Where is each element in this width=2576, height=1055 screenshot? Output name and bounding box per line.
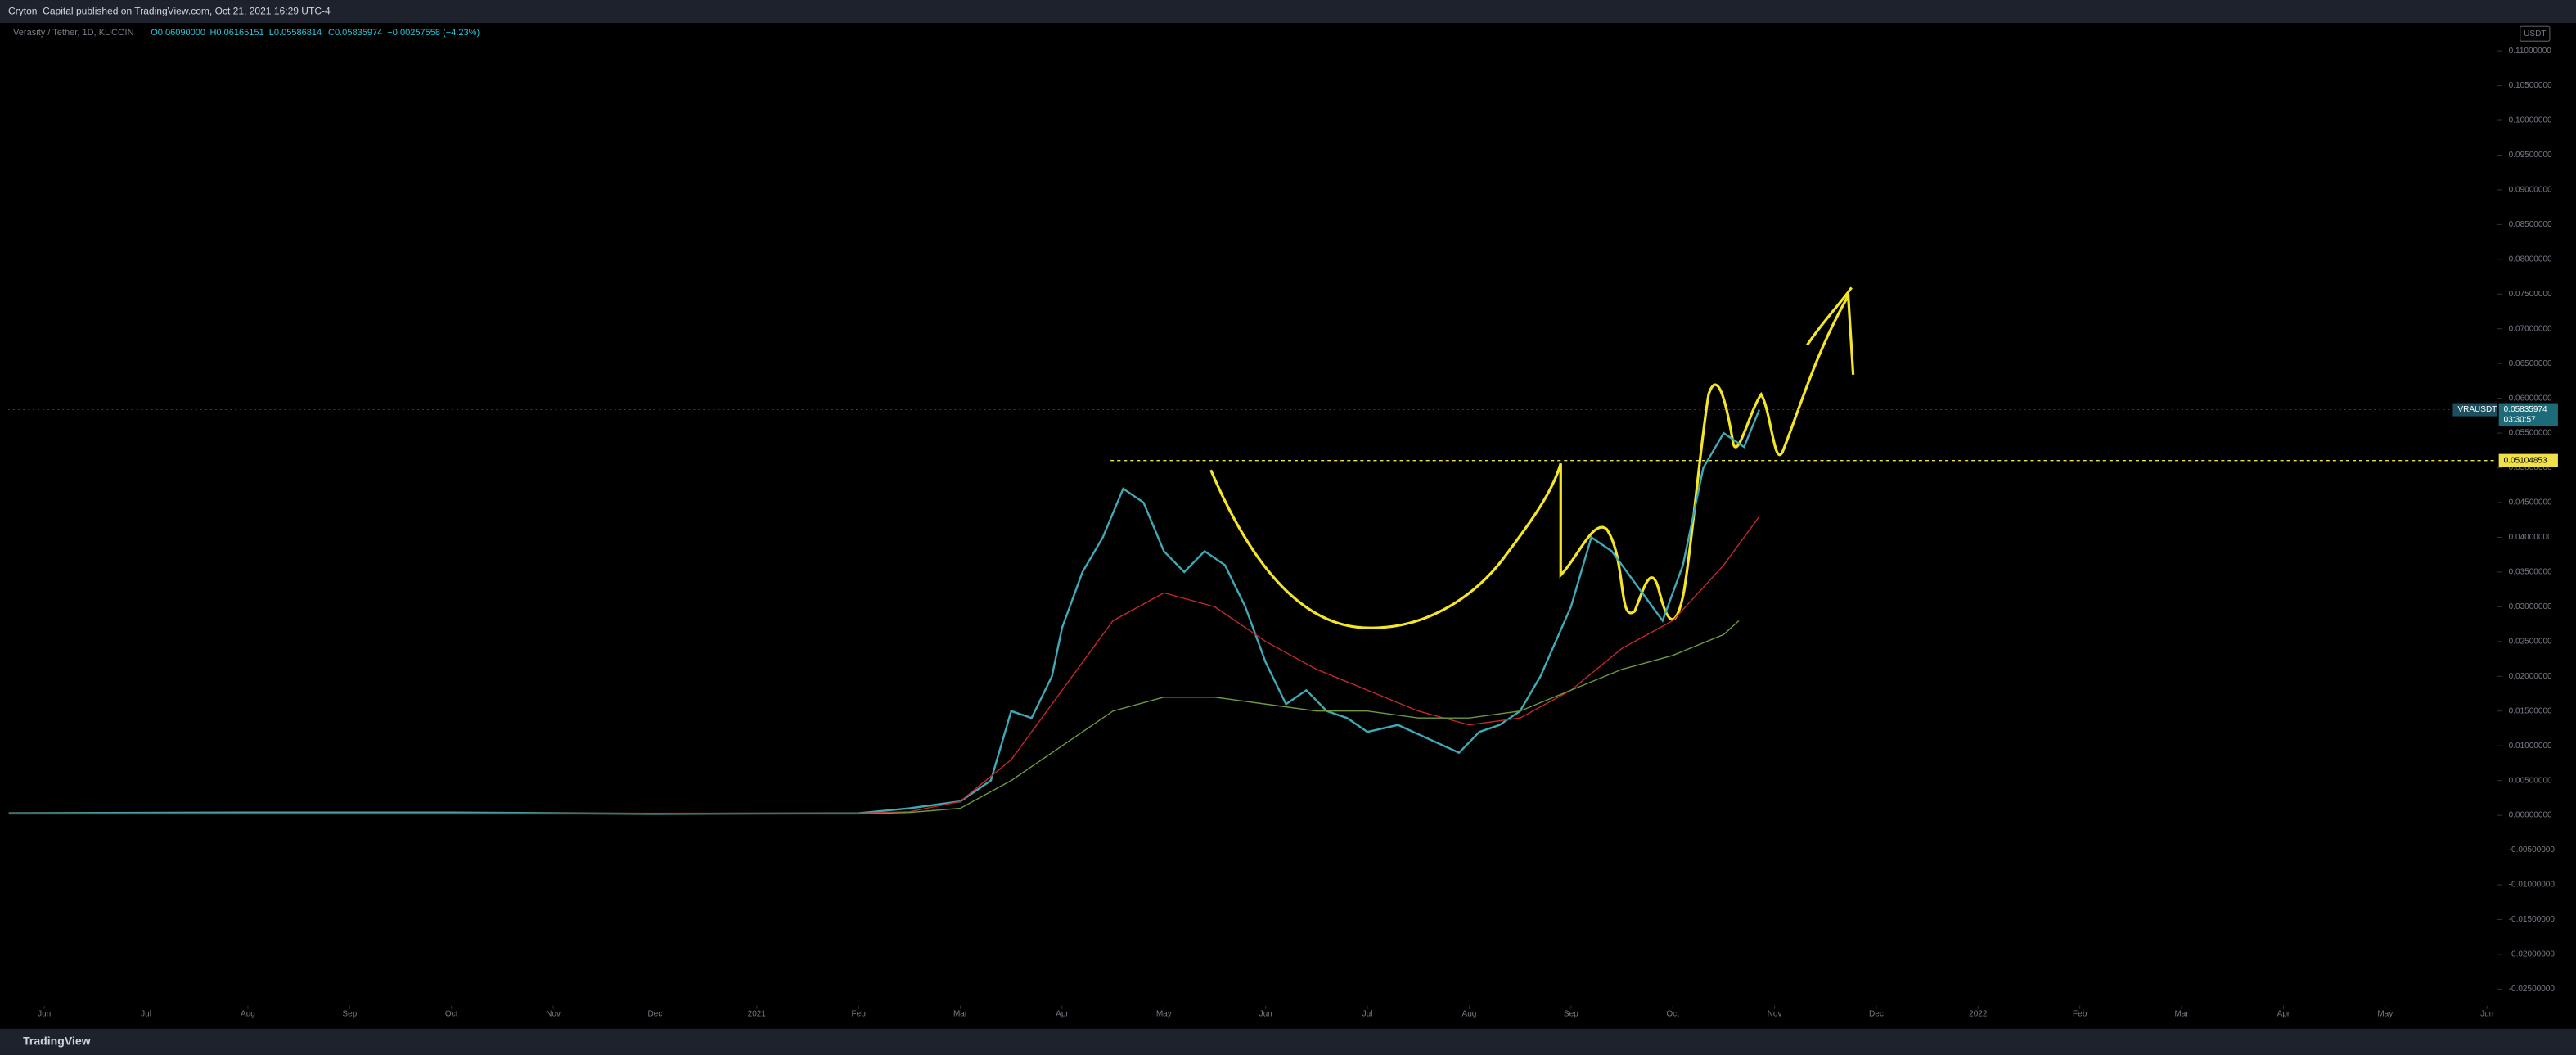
top-bar bbox=[0, 0, 2576, 24]
price-tag bbox=[2498, 403, 2558, 426]
drawing bbox=[1209, 286, 1855, 629]
plot-bg bbox=[0, 23, 2576, 1029]
x-tick-label: Dec bbox=[648, 1009, 663, 1018]
y-tick-label: 0.09500000 bbox=[2509, 151, 2552, 160]
y-tick-label: 0.01500000 bbox=[2509, 706, 2552, 715]
footer: TradingView bbox=[23, 1035, 91, 1048]
x-tick-label: Aug bbox=[241, 1009, 255, 1018]
x-tick-label: Oct bbox=[445, 1009, 458, 1018]
x-tick-label: Feb bbox=[2073, 1009, 2087, 1018]
y-tick-label: -0.02000000 bbox=[2509, 950, 2556, 959]
y-tick-label: 0.07500000 bbox=[2509, 290, 2552, 299]
y-tick-label: 0.04500000 bbox=[2509, 498, 2552, 507]
ticker: VRAUSDT bbox=[2457, 405, 2497, 414]
footer-bar bbox=[0, 1028, 2576, 1055]
hline-label: 0.05104853 bbox=[2504, 456, 2547, 465]
x-tick-label: Jun bbox=[38, 1009, 51, 1018]
x-tick-label: Jul bbox=[141, 1009, 151, 1018]
ohlc-value: H0.06165151 bbox=[209, 28, 263, 38]
x-tick-label: Apr bbox=[1056, 1009, 1069, 1018]
y-tick-label: -0.02500000 bbox=[2509, 985, 2556, 994]
y-tick-label: 0.03500000 bbox=[2509, 568, 2552, 577]
x-tick-label: Sep bbox=[342, 1009, 357, 1018]
x-tick-label: Sep bbox=[1564, 1009, 1578, 1018]
countdown: 03:30:57 bbox=[2504, 415, 2536, 424]
y-tick-label: 0.05000000 bbox=[2509, 463, 2552, 472]
y-tick-label: 0.11000000 bbox=[2509, 47, 2552, 56]
y-tick-label: 0.03000000 bbox=[2509, 602, 2552, 611]
y-tick-label: 0.01000000 bbox=[2509, 742, 2552, 751]
y-tick-label: 0.10000000 bbox=[2509, 116, 2552, 125]
y-tick-label: 0.06500000 bbox=[2509, 359, 2552, 368]
x-tick-label: Mar bbox=[953, 1009, 968, 1018]
y-tick-label: 0.08000000 bbox=[2509, 255, 2552, 264]
x-tick-label: May bbox=[1156, 1009, 1172, 1018]
x-tick-label: Apr bbox=[2277, 1009, 2290, 1018]
x-tick-label: 2022 bbox=[1969, 1009, 1988, 1018]
x-tick-label: Nov bbox=[546, 1009, 561, 1018]
y-tick-label: 0.00000000 bbox=[2509, 811, 2552, 820]
currency-box bbox=[2520, 25, 2551, 42]
ohlc-value: L0.05586814 bbox=[269, 28, 322, 38]
ohlc-value: −0.00257558 (−4.23%) bbox=[387, 28, 480, 38]
x-tick-label: Oct bbox=[1666, 1009, 1679, 1018]
x-tick-label: Mar bbox=[2174, 1009, 2189, 1018]
y-tick-label: 0.05500000 bbox=[2509, 429, 2552, 438]
x-tick-label: Jun bbox=[2480, 1009, 2493, 1018]
x-tick-label: May bbox=[2377, 1009, 2393, 1018]
y-tick-label: 0.02000000 bbox=[2509, 672, 2552, 681]
ohlc-value: O0.06090000 bbox=[151, 28, 205, 38]
series-line bbox=[8, 516, 1760, 814]
y-tick-label: 0.06000000 bbox=[2509, 394, 2552, 403]
x-tick-label: 2021 bbox=[748, 1009, 767, 1018]
currency: USDT bbox=[2524, 29, 2546, 38]
y-tick-label: 0.00500000 bbox=[2509, 776, 2552, 785]
y-tick-label: 0.08500000 bbox=[2509, 220, 2552, 229]
ticker-tag bbox=[2452, 403, 2497, 417]
x-tick-label: Jun bbox=[1259, 1009, 1272, 1018]
y-tick-label: 0.04000000 bbox=[2509, 533, 2552, 542]
y-tick-label: 0.10500000 bbox=[2509, 81, 2552, 90]
y-tick-label: 0.09000000 bbox=[2509, 186, 2552, 195]
ohlc-value: C0.05835974 bbox=[328, 28, 382, 38]
y-tick-label: -0.00500000 bbox=[2509, 845, 2556, 854]
series-line bbox=[8, 620, 1740, 815]
x-tick-label: Feb bbox=[852, 1009, 867, 1018]
hline-tag bbox=[2498, 453, 2558, 467]
publisher: Cryton_Capital published on TradingView.… bbox=[8, 5, 331, 16]
x-tick-label: Nov bbox=[1768, 1009, 1782, 1018]
x-tick-label: Dec bbox=[1869, 1009, 1884, 1018]
y-tick-label: 0.07000000 bbox=[2509, 324, 2552, 333]
x-tick-label: Jul bbox=[1362, 1009, 1373, 1018]
y-tick-label: 0.02500000 bbox=[2509, 637, 2552, 646]
y-tick-label: -0.01000000 bbox=[2509, 881, 2556, 890]
series-line bbox=[8, 409, 1761, 815]
symbol: Verasity / Tether, 1D, KUCOIN bbox=[13, 28, 134, 38]
x-tick-label: Aug bbox=[1462, 1009, 1477, 1018]
y-tick-label: -0.01500000 bbox=[2509, 915, 2556, 924]
last-price: 0.05835974 bbox=[2504, 405, 2547, 414]
